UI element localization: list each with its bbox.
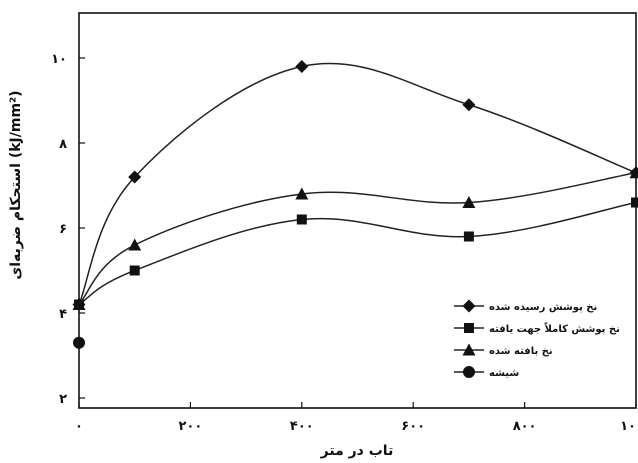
y-axis-title: استحکام ضربه‌ای (kJ/mm²) bbox=[8, 90, 24, 279]
data-point-square bbox=[631, 197, 638, 208]
legend-label: نخ بافته شده bbox=[489, 346, 553, 357]
legend-marker-triangle bbox=[462, 343, 476, 356]
legend-item: شیشه bbox=[454, 366, 519, 379]
data-point-diamond bbox=[128, 170, 142, 184]
data-point-square bbox=[296, 214, 307, 225]
y-tick-label: ۴ bbox=[59, 307, 67, 322]
x-tick-label: ۶۰۰ bbox=[401, 419, 425, 434]
legend-item: نخ بافته شده bbox=[454, 343, 553, 357]
x-tick-label: ۴۰۰ bbox=[290, 419, 314, 434]
data-point-triangle bbox=[462, 196, 476, 208]
data-point-square bbox=[463, 231, 474, 242]
legend-marker-square bbox=[464, 323, 474, 333]
series-diamond bbox=[72, 60, 638, 311]
legend-label: شیشه bbox=[489, 368, 519, 379]
legend-item: نخ پوشش رسیده شده bbox=[454, 299, 597, 313]
legend-marker-circle bbox=[463, 366, 475, 378]
series-circle bbox=[73, 336, 85, 349]
data-point-circle bbox=[73, 336, 85, 349]
data-point-square bbox=[129, 265, 140, 276]
y-tick-label: ۲ bbox=[59, 392, 67, 407]
data-point-diamond bbox=[295, 60, 309, 73]
ticks-layer: ۰ ۲۰۰ ۴۰۰ ۶۰۰ ۸۰۰ ۱۰۰۰ ۲ ۴ ۶ ۸ ۱۰ bbox=[51, 52, 638, 434]
x-axis-title: تاب در متر bbox=[320, 443, 394, 459]
x-tick-label: ۰ bbox=[75, 419, 83, 434]
x-tick-label: ۲۰۰ bbox=[178, 419, 202, 434]
plot-frame bbox=[78, 12, 637, 409]
legend: نخ پوشش رسیده شده نخ پوشش کاملاً جهت یافت… bbox=[454, 299, 620, 379]
legend-item: نخ پوشش کاملاً جهت یافته bbox=[454, 322, 620, 335]
series-layer bbox=[72, 60, 638, 349]
data-point-triangle bbox=[295, 187, 309, 200]
series-square bbox=[74, 197, 638, 310]
series-triangle bbox=[72, 166, 638, 310]
x-tick-label: ۸۰۰ bbox=[513, 419, 537, 434]
x-tick-label: ۱۰۰۰ bbox=[620, 419, 638, 434]
series-line-diamond bbox=[78, 62, 637, 305]
y-tick-label: ۶ bbox=[59, 222, 67, 237]
data-point-triangle bbox=[128, 238, 142, 251]
y-tick-label: ۸ bbox=[59, 137, 67, 152]
y-tick-label: ۱۰ bbox=[51, 52, 67, 67]
series-line-square bbox=[78, 201, 637, 306]
data-point-triangle bbox=[629, 166, 638, 179]
series-line-triangle bbox=[78, 172, 637, 306]
legend-label: نخ پوشش رسیده شده bbox=[489, 302, 597, 313]
legend-label: نخ پوشش کاملاً جهت یافته bbox=[489, 322, 620, 335]
data-point-triangle bbox=[72, 298, 86, 310]
data-point-diamond bbox=[462, 98, 476, 112]
legend-marker-diamond bbox=[462, 299, 476, 313]
